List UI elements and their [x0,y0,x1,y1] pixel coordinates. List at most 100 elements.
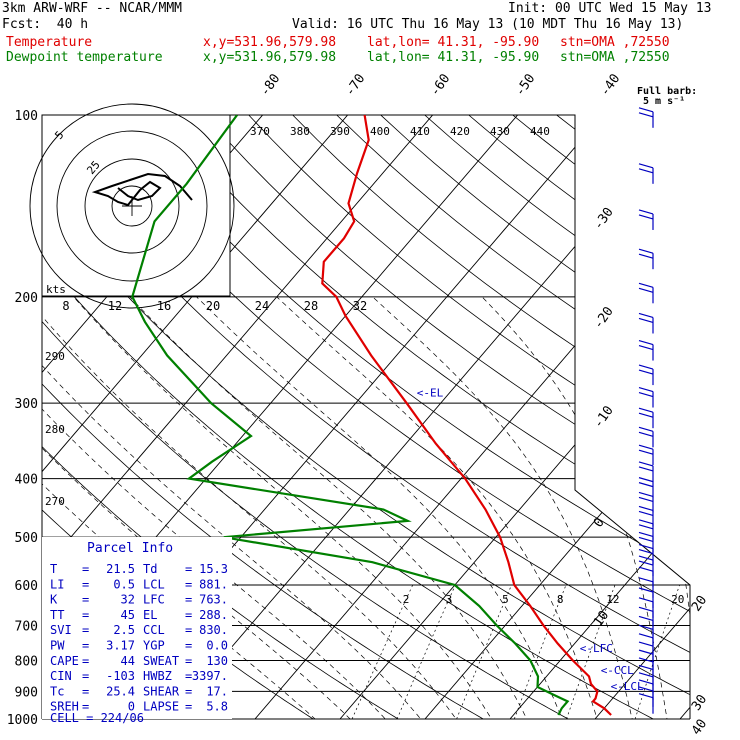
parcel-eq: = [82,623,89,637]
mixing-ratio-line [396,584,456,719]
wind-barb [638,615,654,622]
isotherm-label: -40 [598,71,624,99]
hodograph-ring [29,103,235,309]
moist-adiabat [196,296,568,719]
mixing-ratio-line [351,584,414,719]
parcel-eq: = [185,623,192,637]
dry-adiabat [42,115,593,719]
moist-adiabat [42,296,364,719]
wind-barb [638,407,654,413]
parcel-value: 830. [199,623,228,637]
mixing-ratio-label: 20 [671,593,684,606]
parcel-value: 44 [121,654,135,668]
parcel-key: SHEAR [143,684,180,698]
wind-barb [638,606,654,612]
wind-barb [638,466,654,472]
wind-barb [638,431,654,437]
wind-barb [638,491,654,498]
wind-barb [638,505,654,512]
wind-barb [638,597,654,603]
parcel-key: CAPE [50,654,79,668]
isotherm-label: 40 [689,717,710,738]
wind-barb [638,548,654,555]
dry-adiabat-label: 380 [290,125,310,138]
dry-adiabat [160,115,690,719]
level-marker-lfc: <-LFC [580,642,613,655]
parcel-value: -103 [106,669,135,683]
isotherm-label: -60 [428,71,454,99]
wind-barb [638,686,654,692]
level-marker-el: <-EL [417,386,444,399]
parcel-key: SREH [50,700,79,714]
dry-adiabat-label: 430 [490,125,510,138]
hodograph-speed-tick: 12 [108,299,122,313]
isotherm-line [328,115,690,719]
wind-barb [638,287,654,293]
isotherm-label: -80 [258,71,284,99]
wind-barb [638,633,654,639]
parcel-key: Td [143,562,157,576]
wind-barb [638,253,654,259]
parcel-value: 0 [128,700,135,714]
wind-barb [638,664,654,671]
dry-adiabat-label: 280 [45,423,65,436]
wind-barb [638,107,654,113]
wind-barb [638,510,654,517]
parcel-eq: = [185,654,192,668]
isotherm-label: 10 [591,608,612,629]
wind-barb [638,482,654,488]
moist-adiabat [372,296,636,719]
parcel-info-panel: Parcel Info T = 21.5 Td = 15.3 LI = 0.5 LCL = 881. K… [42,537,232,725]
wind-barbs [638,107,654,714]
hodograph-speed-tick: 8 [62,299,69,313]
hodograph-speed-tick: 16 [157,299,171,313]
isotherm-line [583,115,690,719]
isotherm-label: -20 [591,304,617,332]
parcel-key: LFC [143,593,165,607]
wind-barb [638,364,654,370]
wind-barb [638,369,654,375]
parcel-eq: = [82,669,89,683]
hodograph-ring [111,185,153,227]
parcel-value: 0.5 [113,577,135,591]
dry-adiabat [248,115,690,719]
parcel-key: SVI [50,623,72,637]
wind-barb [638,449,654,455]
wind-barb [638,317,654,324]
barb-legend-label: Full barb: [637,86,697,97]
temperature-legend-latlon: lat,lon= 41.31, -95.90 [367,35,540,50]
pressure-tick-label: 400 [15,473,38,488]
parcel-eq: = [82,654,89,668]
wind-barb [638,577,654,583]
hodograph-speed-unit: kts [46,283,66,296]
wind-barb [638,112,654,118]
pressure-tick-label: 500 [15,531,38,546]
parcel-eq: = [82,639,89,653]
parcel-eq: = [185,608,192,622]
moist-adiabat [129,296,534,719]
parcel-key: YGP [143,639,165,653]
parcel-key: EL [143,608,157,622]
hodograph-speed-tick: 24 [255,299,269,313]
wind-barb [638,672,654,678]
parcel-value: 288. [199,608,228,622]
mixing-ratio-label: 3 [446,593,453,606]
parcel-value: 32 [121,593,135,607]
parcel-value: 21.5 [106,562,135,576]
wind-barb [638,624,654,630]
model-title: 3km ARW-WRF -- NCAR/MMM [2,1,183,16]
dewpoint-legend-stn: stn=OMA ,72550 [560,50,670,65]
isotherm-label: 0 [591,515,608,530]
pressure-tick-label: 200 [15,291,38,306]
mixing-ratio-label: 2 [403,593,410,606]
wind-barb [638,168,654,174]
isotherm-label: 20 [689,593,710,614]
parcel-eq: = [82,577,89,591]
pressure-tick-label: 300 [15,397,38,412]
forecast-hour: Fcst: 40 h [2,17,89,32]
pressure-tick-label: 100 [15,109,38,124]
parcel-eq: = [82,684,89,698]
dry-adiabat [380,115,690,719]
parcel-value: 3.17 [106,639,135,653]
hodograph-speed-tick: 28 [304,299,318,313]
